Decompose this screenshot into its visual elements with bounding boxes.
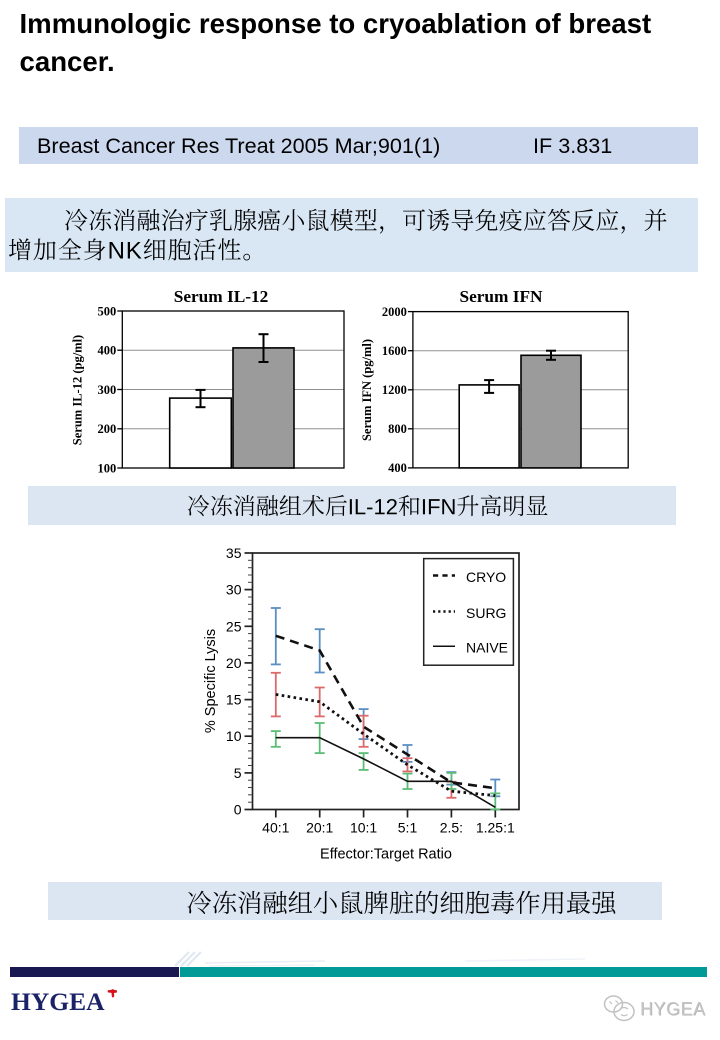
svg-text:% Specific Lysis: % Specific Lysis	[203, 629, 219, 733]
svg-text:Serum IFN: Serum IFN	[459, 287, 543, 306]
svg-text:300: 300	[98, 383, 117, 397]
svg-text:400: 400	[98, 344, 117, 358]
svg-text:Effector:Target Ratio: Effector:Target Ratio	[320, 847, 452, 863]
svg-text:NAIVE: NAIVE	[466, 640, 508, 656]
svg-text:1600: 1600	[382, 344, 407, 358]
svg-text:Serum IL-12 (pg/ml): Serum IL-12 (pg/ml)	[71, 335, 85, 445]
svg-text:1.25:1: 1.25:1	[476, 820, 515, 836]
svg-text:0: 0	[234, 802, 242, 818]
svg-text:Serum IFN (pg/ml): Serum IFN (pg/ml)	[360, 339, 374, 441]
svg-text:SURG: SURG	[466, 605, 506, 621]
svg-text:40:1: 40:1	[262, 820, 289, 836]
svg-text:30: 30	[226, 582, 242, 598]
svg-text:35: 35	[226, 545, 242, 561]
svg-text:2.5:: 2.5:	[440, 820, 463, 836]
svg-text:25: 25	[226, 618, 242, 634]
svg-text:5: 5	[234, 765, 242, 781]
svg-text:20:1: 20:1	[306, 820, 333, 836]
svg-text:2000: 2000	[382, 305, 407, 319]
svg-text:200: 200	[98, 422, 117, 436]
svg-text:CRYO: CRYO	[466, 569, 506, 585]
svg-text:400: 400	[388, 461, 407, 475]
svg-text:20: 20	[226, 655, 242, 671]
svg-text:15: 15	[226, 692, 242, 708]
svg-text:800: 800	[388, 422, 407, 436]
svg-text:500: 500	[98, 304, 117, 318]
svg-text:5:1: 5:1	[398, 820, 418, 836]
svg-text:Serum IL-12: Serum IL-12	[174, 287, 269, 306]
svg-text:10:1: 10:1	[350, 820, 377, 836]
svg-text:1200: 1200	[382, 383, 407, 397]
svg-text:10: 10	[226, 728, 242, 744]
svg-text:100: 100	[98, 461, 117, 475]
